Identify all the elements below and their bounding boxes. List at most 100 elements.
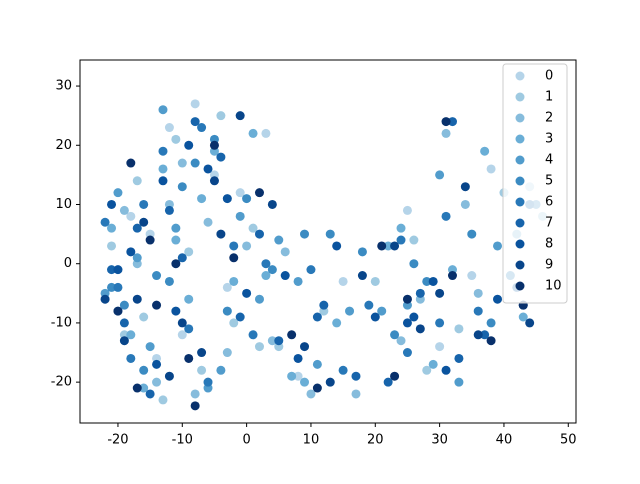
point xyxy=(473,330,483,340)
legend-marker xyxy=(515,239,525,249)
point xyxy=(518,312,528,322)
x-tick-label: -10 xyxy=(172,433,193,448)
point xyxy=(132,383,142,393)
point xyxy=(164,276,174,286)
point xyxy=(306,389,316,399)
point xyxy=(107,265,117,275)
point xyxy=(248,223,258,233)
point xyxy=(422,276,432,286)
point xyxy=(293,371,303,381)
point xyxy=(171,134,181,144)
point xyxy=(222,348,232,358)
point xyxy=(184,247,194,257)
point xyxy=(197,348,207,358)
point xyxy=(158,395,168,405)
legend-marker xyxy=(515,92,525,102)
point xyxy=(435,170,445,180)
point xyxy=(152,271,162,281)
point xyxy=(197,194,207,204)
point xyxy=(119,300,129,310)
point xyxy=(235,312,245,322)
point xyxy=(190,389,200,399)
point xyxy=(493,294,503,304)
point xyxy=(203,377,213,387)
legend-label: 1 xyxy=(545,90,553,105)
point xyxy=(216,229,226,239)
point xyxy=(267,265,277,275)
point xyxy=(325,229,335,239)
point xyxy=(113,265,123,275)
point xyxy=(107,282,117,292)
point xyxy=(158,105,168,115)
point xyxy=(171,235,181,245)
legend-label: 5 xyxy=(545,174,553,189)
point xyxy=(441,117,451,127)
point xyxy=(197,123,207,133)
point xyxy=(145,342,155,352)
point xyxy=(261,259,271,269)
point xyxy=(190,99,200,109)
point xyxy=(164,123,174,133)
point xyxy=(171,223,181,233)
legend-marker xyxy=(515,260,525,270)
point xyxy=(177,158,187,168)
point xyxy=(209,176,219,186)
x-tick-label: 50 xyxy=(560,433,577,448)
point xyxy=(100,294,110,304)
point xyxy=(222,306,232,316)
legend-label: 10 xyxy=(545,279,562,294)
legend-marker xyxy=(515,71,525,81)
point xyxy=(441,211,451,221)
point xyxy=(338,365,348,375)
legend-marker xyxy=(515,134,525,144)
point xyxy=(454,324,464,334)
point xyxy=(261,128,271,138)
point xyxy=(203,164,213,174)
point xyxy=(357,271,367,281)
point xyxy=(158,146,168,156)
legend-label: 3 xyxy=(545,132,553,147)
point xyxy=(107,241,117,251)
legend-marker xyxy=(515,155,525,165)
point xyxy=(467,229,477,239)
legend-marker xyxy=(515,281,525,291)
point xyxy=(235,111,245,121)
point xyxy=(126,247,136,257)
legend-marker xyxy=(515,113,525,123)
legend-marker xyxy=(515,176,525,186)
point xyxy=(139,217,149,227)
point xyxy=(132,223,142,233)
point xyxy=(222,194,232,204)
point xyxy=(184,353,194,363)
point xyxy=(190,158,200,168)
plot-frame xyxy=(79,59,577,424)
point xyxy=(274,235,284,245)
point xyxy=(460,199,470,209)
point xyxy=(152,359,162,369)
point xyxy=(338,276,348,286)
point xyxy=(325,377,335,387)
point xyxy=(248,330,258,340)
point xyxy=(396,235,406,245)
point xyxy=(383,377,393,387)
point xyxy=(402,348,412,358)
point xyxy=(287,371,297,381)
point xyxy=(332,241,342,251)
point xyxy=(332,318,342,328)
point xyxy=(190,401,200,411)
point xyxy=(377,306,387,316)
legend-label: 6 xyxy=(545,195,553,210)
point xyxy=(197,365,207,375)
point xyxy=(447,271,457,281)
point xyxy=(184,294,194,304)
point xyxy=(300,342,310,352)
point xyxy=(267,336,277,346)
point xyxy=(300,377,310,387)
point xyxy=(139,312,149,322)
point xyxy=(473,306,483,316)
point xyxy=(107,199,117,209)
point xyxy=(152,377,162,387)
point xyxy=(312,383,322,393)
point xyxy=(280,247,290,257)
point xyxy=(139,383,149,393)
